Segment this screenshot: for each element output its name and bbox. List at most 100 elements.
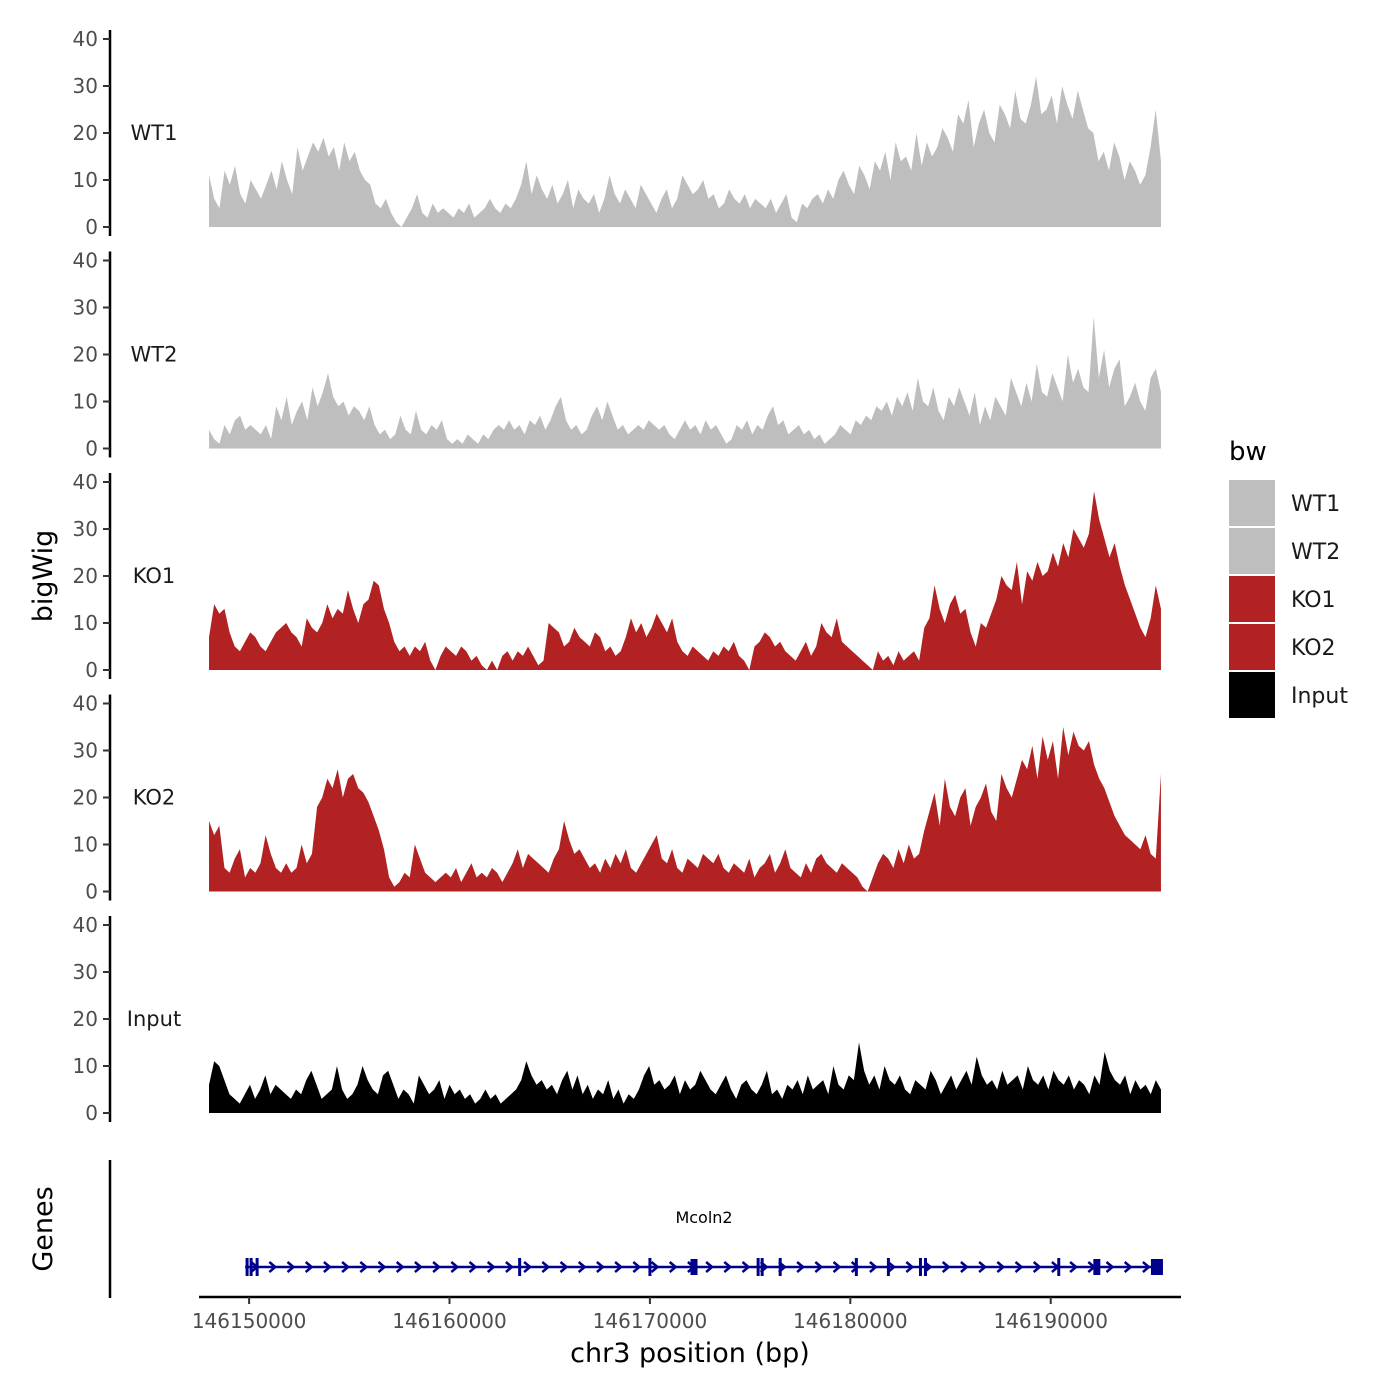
legend-label-ko1: KO1 — [1291, 588, 1336, 613]
y-tick-label: 0 — [85, 658, 98, 682]
strand-arrow — [523, 1261, 533, 1273]
y-axis-title: bigWig — [28, 530, 59, 623]
exon — [854, 1258, 858, 1276]
y-tick-label: 40 — [73, 913, 98, 937]
strand-arrow — [341, 1261, 351, 1273]
gene-track: Mcoln2 — [108, 1160, 1163, 1298]
strand-arrow — [941, 1261, 951, 1273]
x-axis-title: chr3 position (bp) — [570, 1338, 810, 1369]
strand-arrow — [268, 1261, 278, 1273]
bigwig-tracks: 0 10 20 30 40 WT1 0 10 20 30 40 WT2 0 10 20 30 40 KO1 0 10 2… — [73, 27, 1161, 1125]
track-label-ko2: KO2 — [133, 786, 176, 810]
area-ko2 — [209, 727, 1161, 892]
strand-arrow — [668, 1261, 678, 1273]
track-input: 0 10 20 30 40 Input — [73, 913, 1161, 1125]
x-tick-label: 146160000 — [392, 1309, 507, 1333]
strand-arrow — [832, 1261, 842, 1273]
strand-arrow — [996, 1261, 1006, 1273]
y-tick-label: 20 — [73, 121, 98, 145]
exon — [255, 1258, 259, 1276]
genes-track-title: Genes — [28, 1186, 59, 1271]
strand-arrow — [814, 1261, 824, 1273]
legend-label-ko2: KO2 — [1291, 636, 1336, 661]
track-label-input: Input — [127, 1007, 181, 1031]
x-tick-label: 146170000 — [593, 1309, 708, 1333]
strand-arrow — [377, 1261, 387, 1273]
legend-key-input — [1229, 672, 1275, 718]
y-tick-label: 0 — [85, 215, 98, 239]
y-tick-label: 10 — [73, 168, 98, 192]
exon — [886, 1258, 890, 1276]
y-tick-label: 30 — [73, 739, 98, 763]
y-tick-label: 10 — [73, 390, 98, 414]
track-wt1: 0 10 20 30 40 WT1 — [73, 27, 1161, 239]
y-tick-label: 40 — [73, 249, 98, 273]
exon — [648, 1258, 652, 1276]
y-tick-label: 20 — [73, 1007, 98, 1031]
exon — [690, 1259, 698, 1275]
strand-arrow — [705, 1261, 715, 1273]
legend-key-wt1 — [1229, 480, 1275, 526]
y-tick-label: 0 — [85, 1101, 98, 1125]
strand-arrow — [395, 1261, 405, 1273]
y-tick-label: 20 — [73, 343, 98, 367]
strand-arrow — [1142, 1261, 1151, 1273]
area-wt1 — [209, 76, 1161, 227]
y-tick-label: 10 — [73, 611, 98, 635]
strand-arrow — [414, 1261, 423, 1273]
y-tick-label: 0 — [85, 437, 98, 461]
exon — [245, 1258, 249, 1276]
track-label-wt2: WT2 — [131, 343, 178, 367]
exon — [756, 1258, 760, 1276]
strand-arrow — [869, 1261, 878, 1273]
gene-name-label: Mcoln2 — [675, 1208, 732, 1227]
legend-key-ko1 — [1229, 576, 1275, 622]
strand-arrow — [978, 1261, 988, 1273]
exon — [1150, 1259, 1163, 1275]
strand-arrow — [432, 1261, 442, 1273]
strand-arrow — [905, 1261, 915, 1273]
area-ko1 — [209, 491, 1161, 670]
strand-arrow — [541, 1261, 551, 1273]
strand-arrow — [796, 1261, 806, 1273]
legend-key-wt2 — [1229, 528, 1275, 574]
strand-arrow — [741, 1261, 751, 1273]
x-tick-label: 146190000 — [993, 1309, 1108, 1333]
y-tick-label: 10 — [73, 1054, 98, 1078]
strand-arrow — [1105, 1261, 1115, 1273]
strand-arrow — [614, 1261, 624, 1273]
y-tick-label: 0 — [85, 880, 98, 904]
strand-arrow — [450, 1261, 460, 1273]
exon — [518, 1258, 522, 1276]
y-tick-label: 20 — [73, 786, 98, 810]
strand-arrow — [559, 1261, 569, 1273]
strand-arrow — [960, 1261, 969, 1273]
strand-arrow — [304, 1261, 314, 1273]
exon — [760, 1258, 764, 1276]
exon — [1057, 1258, 1061, 1276]
y-tick-label: 40 — [73, 470, 98, 494]
y-tick-label: 30 — [73, 296, 98, 320]
strand-arrow — [577, 1261, 587, 1273]
strand-arrow — [486, 1261, 496, 1273]
strand-arrow — [286, 1261, 296, 1273]
x-axis: 146150000 146160000 146170000 146180000 1461… — [192, 1295, 1181, 1333]
strand-arrow — [468, 1261, 478, 1273]
track-label-wt1: WT1 — [131, 121, 178, 145]
exon — [249, 1258, 253, 1276]
area-input — [209, 1042, 1161, 1113]
strand-arrow — [1032, 1261, 1042, 1273]
legend: bw WT1 WT2 KO1 KO2 Input — [1229, 437, 1348, 718]
strand-arrow — [323, 1261, 332, 1273]
strand-arrow — [1014, 1261, 1024, 1273]
strand-arrow — [1123, 1261, 1133, 1273]
track-label-ko1: KO1 — [133, 564, 176, 588]
strand-arrow — [723, 1261, 733, 1273]
legend-label-wt2: WT2 — [1291, 540, 1340, 565]
strand-arrow — [887, 1261, 897, 1273]
exon — [1093, 1259, 1101, 1275]
exon — [778, 1258, 782, 1276]
strand-arrow — [505, 1261, 514, 1273]
strand-arrow — [596, 1261, 605, 1273]
